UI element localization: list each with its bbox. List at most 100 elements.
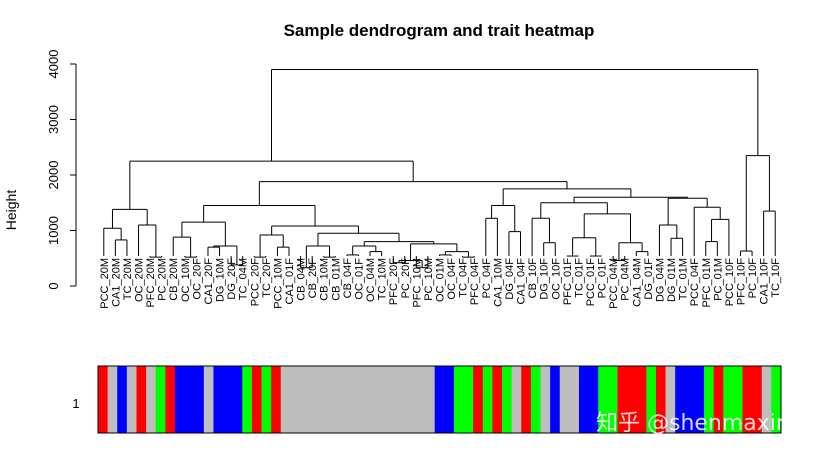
leaf-label: DG_01M (666, 258, 678, 302)
heatmap-cell (463, 366, 474, 433)
heatmap-cell (550, 366, 561, 433)
heatmap-cell (607, 366, 618, 433)
y-axis: 0 1000 2000 3000 4000 (46, 50, 77, 290)
heatmap-cell (338, 366, 349, 433)
leaf-label: CB_20M (168, 258, 180, 301)
leaf-label: PFC_01F (562, 258, 574, 305)
heatmap-cell (482, 366, 493, 433)
heatmap-cell (752, 366, 763, 433)
leaf-label: CB_04F (342, 258, 354, 299)
leaf-label: TC_04F (458, 258, 470, 298)
heatmap-cell (328, 366, 339, 433)
y-tick-label: 1000 (46, 216, 61, 245)
trait-heatmap (97, 365, 782, 434)
leaf-label: CB_04M (296, 258, 308, 301)
leaf-label: PC_01F (597, 258, 609, 299)
leaf-label: PC_10F (747, 258, 759, 299)
heatmap-cell (569, 366, 580, 433)
heatmap-cell (155, 366, 166, 433)
heatmap-cell (174, 366, 185, 433)
heatmap-cell (694, 366, 705, 433)
heatmap-cell (425, 366, 436, 433)
leaf-label: OC_10M (180, 258, 192, 302)
leaf-label: PFC_20F (388, 258, 400, 305)
heatmap-cell (194, 366, 205, 433)
heatmap-cell (521, 366, 532, 433)
heatmap-cell (617, 366, 628, 433)
leaf-labels: PCC_20M CA1_20M TC_20M OC_20M PFC_20M PC_20M C… (99, 258, 782, 309)
leaf-label: PCC_04F (689, 258, 701, 307)
leaf-label: PC_20M (157, 258, 169, 301)
y-tick-label: 4000 (46, 50, 61, 79)
leaf-label: DG_01F (643, 258, 655, 300)
heatmap-cell (655, 366, 666, 433)
heatmap-cell (415, 366, 426, 433)
heatmap-cell (136, 366, 147, 433)
leaf-label: CA1_20M (110, 258, 122, 307)
heatmap-cell (646, 366, 657, 433)
heatmap-cell (213, 366, 224, 433)
heatmap-cell (511, 366, 522, 433)
heatmap-cell (271, 366, 282, 433)
leaf-label: PCC_04M (608, 258, 620, 309)
heatmap-cell (723, 366, 734, 433)
leaf-label: PC_04M (620, 258, 632, 301)
leaf-label: CB_10M (319, 258, 331, 301)
heatmap-cell (232, 366, 243, 433)
heatmap-cell (771, 366, 782, 433)
leaf-label: PCC_10M (272, 258, 284, 309)
heatmap-cell (300, 366, 311, 433)
leaf-label: PC_20F (400, 258, 412, 299)
heatmap-cell (319, 366, 330, 433)
leaf-label: PFC_04F (469, 258, 481, 305)
heatmap-cell (386, 366, 397, 433)
heatmap-cell (530, 366, 541, 433)
heatmap-cell (376, 366, 387, 433)
watermark: 知乎 @shenmaxin (596, 411, 790, 436)
leaf-label: CA1_01F (284, 258, 296, 305)
heatmap-cell (309, 366, 320, 433)
leaf-label: DG_20F (226, 258, 238, 300)
leaf-label: OC_10F (550, 258, 562, 300)
leaf-label: OC_01M (435, 258, 447, 302)
leaf-label: PFC_20M (145, 258, 157, 308)
leaf-label: PCC_01F (585, 258, 597, 307)
heatmap-cell (665, 366, 676, 433)
leaf-label: TC_10F (770, 258, 782, 298)
heatmap-cell (126, 366, 137, 433)
heatmap-cell (713, 366, 724, 433)
heatmap-cell (290, 366, 301, 433)
heatmap-cell (540, 366, 551, 433)
leaf-label: CA1_04M (631, 258, 643, 307)
leaf-label: CA1_04F (516, 258, 528, 305)
leaf-label: TC_01F (573, 258, 585, 298)
leaf-label: OC_20F (191, 258, 203, 300)
leaf-label: PFC_10F (735, 258, 747, 305)
leaf-label: DG_10M (215, 258, 227, 302)
leaf-label: CA1_10M (492, 258, 504, 307)
heatmap-border (97, 365, 782, 434)
y-axis-label: Height (3, 190, 19, 231)
leaf-label: CB_10F (527, 258, 539, 299)
y-tick-label: 2000 (46, 161, 61, 190)
heatmap-cell (492, 366, 503, 433)
heatmap-cell (242, 366, 253, 433)
dendrogram-branches (103, 69, 776, 269)
heatmap-cell (405, 366, 416, 433)
leaf-label: CA1_20F (203, 258, 215, 305)
leaf-label: OC_04F (446, 258, 458, 300)
heatmap-cell (444, 366, 455, 433)
leaf-label: PCC_20M (99, 258, 111, 309)
y-tick-label: 3000 (46, 105, 61, 134)
heatmap-row-label: 1 (72, 396, 79, 411)
heatmap-cell (636, 366, 647, 433)
heatmap-cell (559, 366, 570, 433)
leaf-label: OC_20M (134, 258, 146, 302)
heatmap-cell (704, 366, 715, 433)
heatmap-cell (107, 366, 118, 433)
leaf-label: OC_01F (353, 258, 365, 300)
leaf-label: CB_01M (330, 258, 342, 301)
heatmap-cell (434, 366, 445, 433)
heatmap-cell (742, 366, 753, 433)
